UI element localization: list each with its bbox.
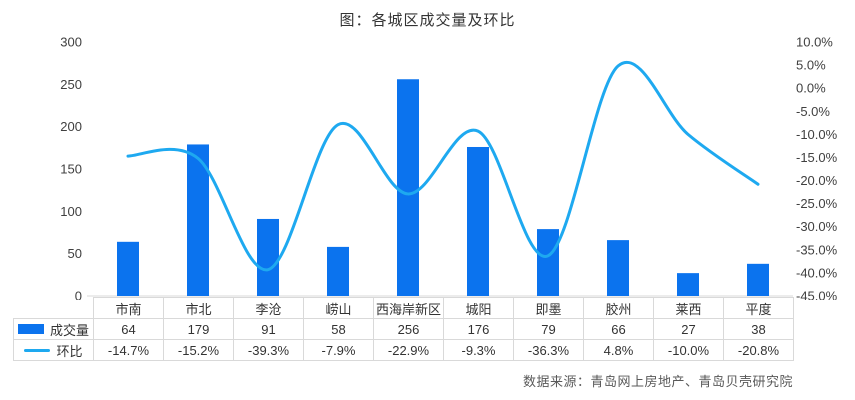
volume-value-cell: 27 <box>653 318 724 340</box>
left-axis-tick-label: 0 <box>75 289 82 301</box>
volume-bar <box>467 146 489 296</box>
category-header-cell: 西海岸新区 <box>373 297 444 319</box>
left-axis-tick-label: 250 <box>60 77 82 92</box>
category-header-cell: 崂山 <box>303 297 374 319</box>
left-axis-tick-label: 50 <box>68 246 82 261</box>
volume-bar <box>187 144 209 296</box>
left-axis-tick-label: 300 <box>60 35 82 50</box>
right-axis-tick-label: -10.0% <box>796 127 838 142</box>
volume-value-cell: 256 <box>373 318 444 340</box>
right-axis-tick-label: -20.0% <box>796 173 838 188</box>
volume-value-cell: 91 <box>233 318 304 340</box>
mom-value-cell: -39.3% <box>233 339 304 361</box>
volume-bar <box>117 241 139 296</box>
mom-value-cell: -9.3% <box>443 339 514 361</box>
volume-value-cell: 38 <box>723 318 794 340</box>
volume-bar <box>607 240 629 296</box>
mom-row: 环比 -14.7% -15.2% -39.3% -7.9% -22.9% -9.… <box>13 339 794 361</box>
volume-bar <box>677 273 699 296</box>
right-axis-tick-label: 5.0% <box>796 58 826 73</box>
category-header-cell: 胶州 <box>583 297 654 319</box>
volume-bar <box>397 79 419 297</box>
volume-bar <box>537 229 559 296</box>
mom-value-cell: -36.3% <box>513 339 584 361</box>
volume-bar <box>327 246 349 296</box>
right-axis-tick-label: -45.0% <box>796 289 838 301</box>
mom-value-cell: 4.8% <box>583 339 654 361</box>
right-axis-tick-label: 10.0% <box>796 35 833 50</box>
mom-value-cell: -14.7% <box>93 339 164 361</box>
mom-legend-swatch-icon <box>24 348 51 352</box>
mom-line <box>126 61 760 272</box>
right-axis-tick-label: -40.0% <box>796 265 838 280</box>
volume-value-cell: 176 <box>443 318 514 340</box>
left-axis-tick-label: 200 <box>60 119 82 134</box>
category-header-row: 市南 市北 李沧 崂山 西海岸新区 城阳 即墨 胶州 莱西 平度 <box>14 297 794 319</box>
volume-value-cell: 66 <box>583 318 654 340</box>
volume-value-cell: 79 <box>513 318 584 340</box>
right-axis-tick-label: -25.0% <box>796 196 838 211</box>
mom-value-cell: -20.8% <box>723 339 794 361</box>
left-axis-tick-label: 100 <box>60 204 82 219</box>
category-header-cell: 莱西 <box>653 297 724 319</box>
right-axis-tick-label: -35.0% <box>796 242 838 257</box>
mom-value-cell: -22.9% <box>373 339 444 361</box>
volume-bar <box>257 218 279 296</box>
volume-legend-cell: 成交量 <box>13 318 94 340</box>
volume-value-cell: 58 <box>303 318 374 340</box>
volume-legend-swatch-icon <box>17 324 44 334</box>
volume-legend-label: 成交量 <box>49 322 89 338</box>
category-header-cell: 市北 <box>163 297 234 319</box>
mom-legend-cell: 环比 <box>13 339 94 361</box>
mom-value-cell: -7.9% <box>303 339 374 361</box>
volume-value-cell: 64 <box>93 318 164 340</box>
right-axis-tick-label: -5.0% <box>796 104 830 119</box>
data-table: 市南 市北 李沧 崂山 西海岸新区 城阳 即墨 胶州 莱西 平度 成交量 64 … <box>13 297 794 361</box>
category-header-cell: 市南 <box>93 297 164 319</box>
mom-legend-label: 环比 <box>56 343 83 359</box>
chart-title: 图：各城区成交量及环比 <box>339 12 516 29</box>
mom-value-cell: -15.2% <box>163 339 234 361</box>
chart-canvas: 300 250 200 150 100 50 0 10.0% 5.0% 0.0% -5.0% -10.… <box>60 35 838 301</box>
volume-row: 成交量 64 179 91 58 256 176 79 66 27 38 <box>13 318 794 340</box>
category-header-cell: 城阳 <box>443 297 514 319</box>
volume-bar <box>747 263 769 296</box>
left-axis-tick-label: 150 <box>60 162 82 177</box>
category-header-cell: 平度 <box>723 297 794 319</box>
category-header-cell: 李沧 <box>233 297 304 319</box>
right-axis-tick-label: -15.0% <box>796 150 838 165</box>
mom-value-cell: -10.0% <box>653 339 724 361</box>
volume-value-cell: 179 <box>163 318 234 340</box>
source-note: 数据来源：青岛网上房地产、青岛贝壳研究院 <box>522 374 793 389</box>
right-axis-tick-label: 0.0% <box>796 81 826 96</box>
table-corner-blank <box>14 298 94 319</box>
right-axis-tick-label: -30.0% <box>796 219 838 234</box>
category-header-cell: 即墨 <box>513 297 584 319</box>
